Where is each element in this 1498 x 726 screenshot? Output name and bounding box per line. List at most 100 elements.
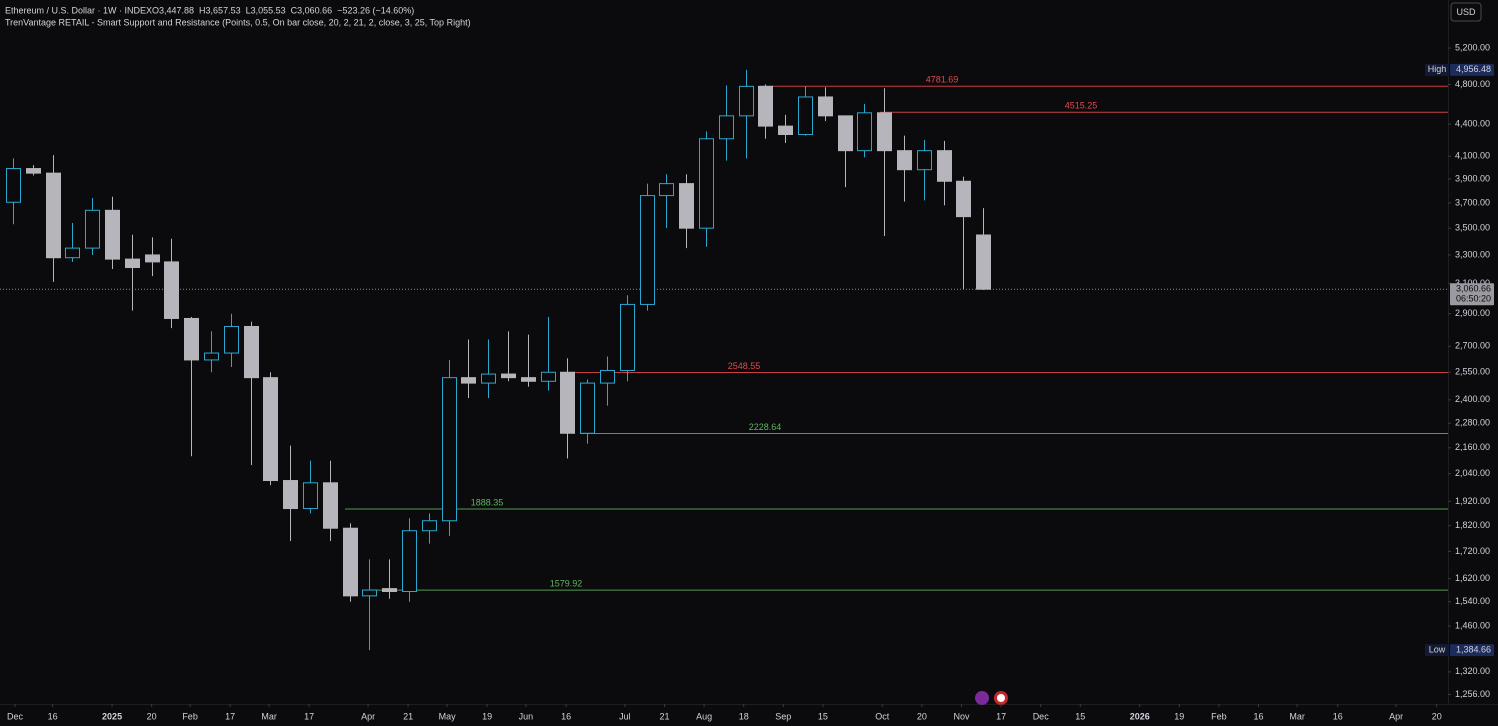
- candle-body: [659, 183, 674, 197]
- y-tick-label: 3,100.00: [1455, 278, 1490, 288]
- candle-body: [105, 209, 120, 260]
- y-tick-label: 1,920.00: [1455, 496, 1490, 506]
- candle-body: [263, 377, 278, 482]
- candle-body: [422, 520, 437, 532]
- last-price-label: 3,060.66: [1456, 284, 1491, 294]
- y-tick-label: 4,100.00: [1455, 151, 1490, 161]
- x-tick-label: 17: [225, 711, 235, 721]
- candle-body: [838, 115, 853, 152]
- x-tick-label: Apr: [1389, 711, 1403, 721]
- y-tick-label: 2,400.00: [1455, 394, 1490, 404]
- candle-body: [956, 180, 971, 218]
- x-tick-label: 2025: [102, 711, 122, 721]
- ohlc-value: −523.26 (−14.60%): [337, 5, 414, 15]
- level-label: 1579.92: [550, 578, 583, 588]
- indicator-title: TrenVantage RETAIL - Smart Support and R…: [5, 17, 471, 27]
- y-tick-label: 3,500.00: [1455, 223, 1490, 233]
- candle-body: [283, 480, 298, 510]
- x-tick-label: 20: [917, 711, 927, 721]
- candle-body: [501, 373, 516, 379]
- y-tick-label: 1,256.00: [1455, 689, 1490, 699]
- candle-body: [758, 85, 773, 127]
- candle-body: [184, 317, 199, 361]
- marker-name: High: [1428, 64, 1447, 74]
- candle-body: [580, 382, 595, 434]
- currency-button[interactable]: [1450, 2, 1482, 22]
- level-label: 2228.64: [749, 422, 782, 432]
- ohlc-value: C3,060.66: [291, 5, 333, 15]
- x-tick-label: Aug: [696, 711, 712, 721]
- x-tick-label: Apr: [361, 711, 375, 721]
- candle-body: [362, 589, 377, 597]
- x-tick-label: 16: [48, 711, 58, 721]
- y-tick-label: 1,620.00: [1455, 573, 1490, 583]
- candle-body: [6, 168, 21, 203]
- y-tick-label: 3,300.00: [1455, 249, 1490, 259]
- x-tick-label: Mar: [1289, 711, 1305, 721]
- y-tick-label: 1,460.00: [1455, 620, 1490, 630]
- x-tick-label: 18: [739, 711, 749, 721]
- x-tick-label: 19: [482, 711, 492, 721]
- candle-body: [917, 150, 932, 171]
- y-tick-label: 3,700.00: [1455, 197, 1490, 207]
- x-tick-label: 17: [304, 711, 314, 721]
- y-tick-label: 2,550.00: [1455, 367, 1490, 377]
- candle-body: [679, 183, 694, 229]
- candle-body: [382, 588, 397, 593]
- y-tick-label: 2,700.00: [1455, 341, 1490, 351]
- ohlc-value: L3,055.53: [246, 5, 286, 15]
- candle-body: [739, 85, 754, 117]
- candle-body: [877, 112, 892, 152]
- chart-title: Ethereum / U.S. Dollar · 1W · INDEX: [5, 5, 152, 15]
- marker-value: 1,384.66: [1456, 644, 1491, 654]
- level-label: 4781.69: [926, 75, 959, 85]
- y-tick-label: 2,900.00: [1455, 308, 1490, 318]
- candle-body: [26, 168, 41, 174]
- level-label: 4515.25: [1065, 101, 1098, 111]
- x-tick-label: 16: [1254, 711, 1264, 721]
- candle-body: [145, 254, 160, 263]
- y-tick-label: 1,320.00: [1455, 666, 1490, 676]
- x-tick-label: Nov: [953, 711, 970, 721]
- x-tick-label: 21: [403, 711, 413, 721]
- candle-body: [164, 261, 179, 319]
- candle-body: [521, 377, 536, 382]
- candle-body: [323, 482, 338, 529]
- level-label: 1888.35: [471, 497, 504, 507]
- y-tick-label: 3,900.00: [1455, 173, 1490, 183]
- y-tick-label: 2,160.00: [1455, 442, 1490, 452]
- candle-body: [224, 325, 239, 354]
- x-tick-label: Feb: [182, 711, 198, 721]
- y-tick-label: 4,800.00: [1455, 79, 1490, 89]
- x-tick-label: 20: [1432, 711, 1442, 721]
- x-tick-label: Dec: [7, 711, 24, 721]
- x-tick-label: Oct: [875, 711, 890, 721]
- candle-body: [560, 371, 575, 434]
- currency-label[interactable]: USD: [1456, 7, 1476, 17]
- marker-name-box: [1425, 63, 1449, 76]
- event-icon[interactable]: [975, 691, 989, 705]
- candle-body: [976, 234, 991, 290]
- y-tick-label: 1,820.00: [1455, 520, 1490, 530]
- candle-body: [600, 369, 615, 384]
- last-price-box: [1450, 283, 1494, 306]
- x-tick-label: 17: [996, 711, 1006, 721]
- marker-value-box: [1450, 644, 1494, 657]
- candle-body: [798, 96, 813, 136]
- x-tick-label: 20: [147, 711, 157, 721]
- candle-body: [857, 112, 872, 152]
- candle-body: [125, 258, 140, 269]
- y-tick-label: 4,400.00: [1455, 118, 1490, 128]
- x-tick-label: Feb: [1211, 711, 1227, 721]
- candle-body: [620, 303, 635, 371]
- x-tick-label: Jul: [619, 711, 631, 721]
- x-tick-label: 21: [659, 711, 669, 721]
- countdown: 06:50:20: [1456, 294, 1491, 304]
- x-tick-label: Jun: [519, 711, 534, 721]
- event-icon-inner: [997, 694, 1005, 702]
- x-tick-label: 16: [1333, 711, 1343, 721]
- candle-body: [699, 138, 714, 229]
- candle-body: [85, 209, 100, 249]
